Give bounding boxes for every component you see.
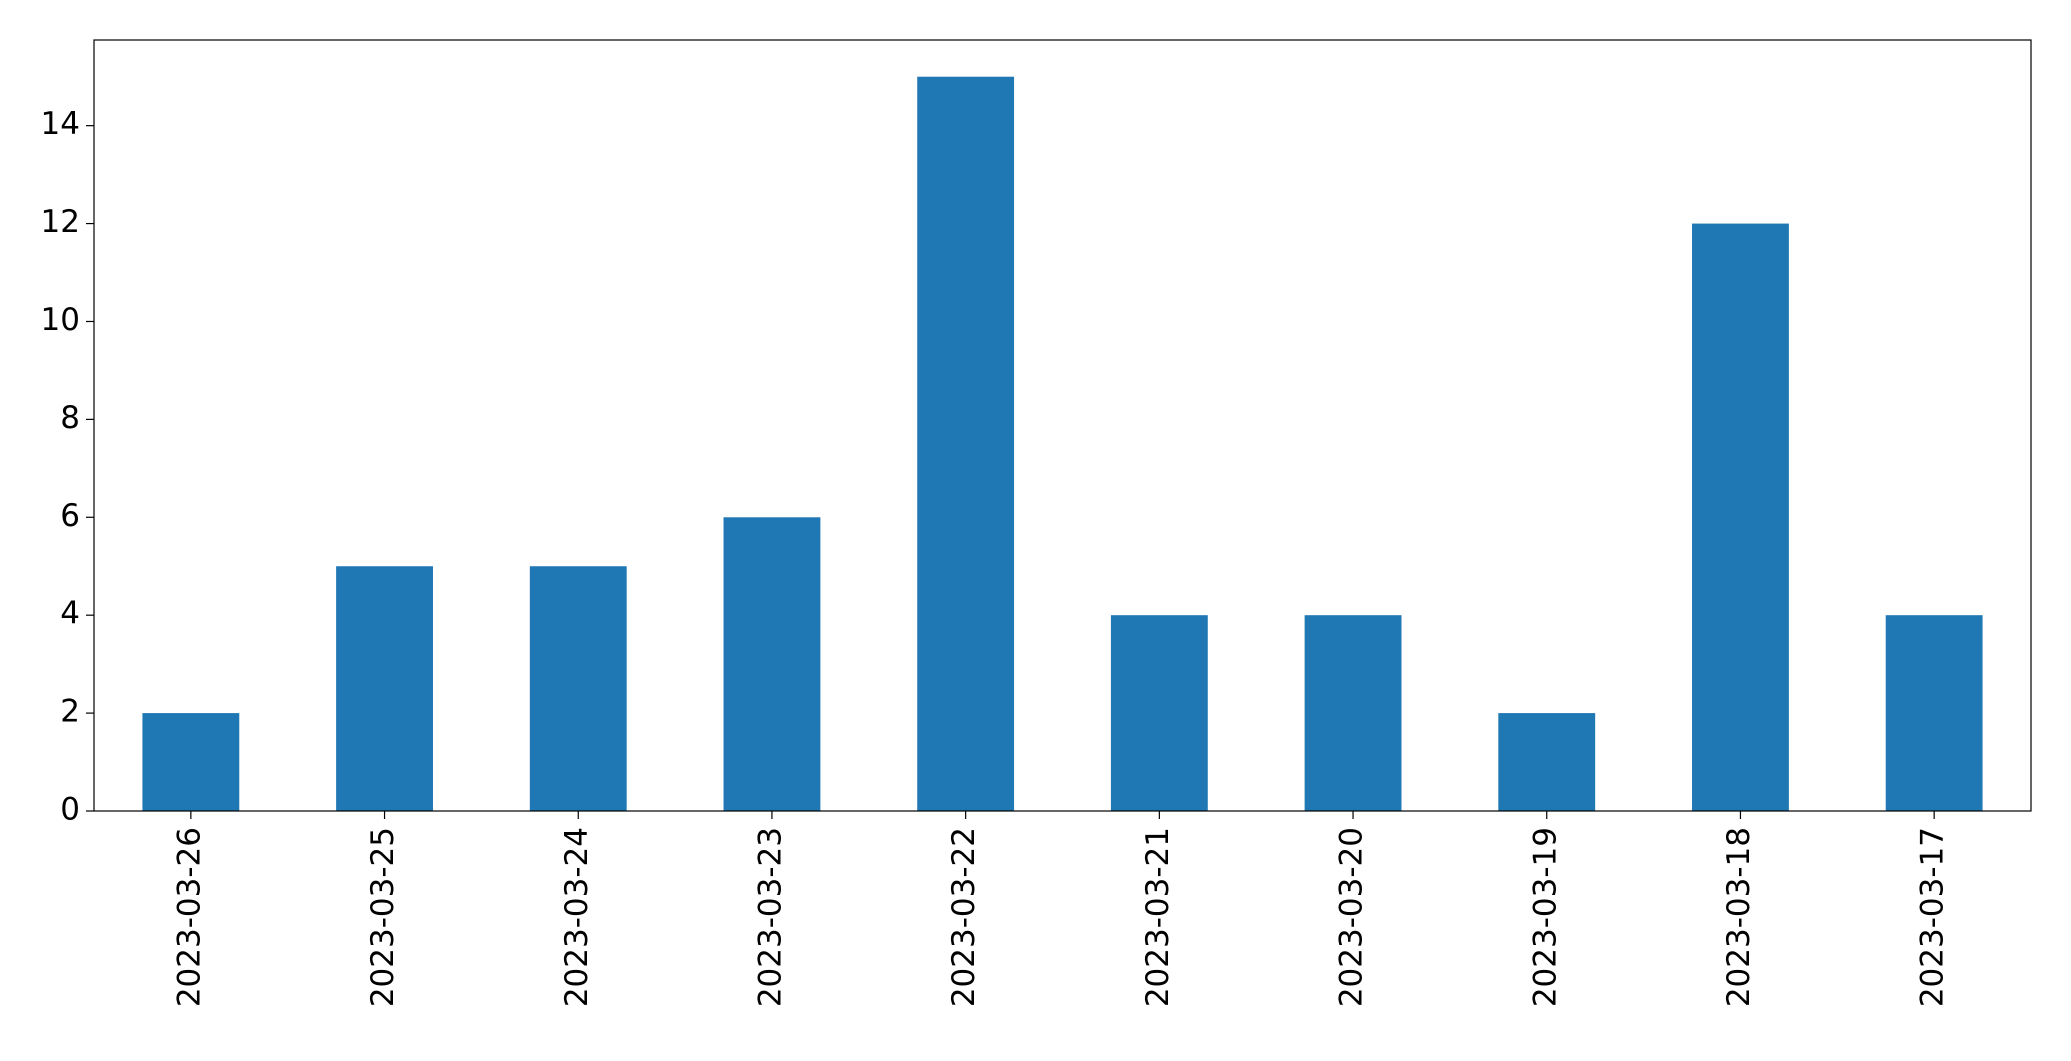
bar	[529, 566, 627, 811]
x-tick-label: 2023-03-19	[1527, 827, 1563, 1007]
y-tick-label: 12	[41, 204, 80, 240]
plot-frame	[93, 39, 2032, 812]
bar	[336, 566, 433, 811]
x-tick-label: 2023-03-21	[1140, 827, 1176, 1007]
x-tick-label: 2023-03-25	[365, 827, 401, 1007]
y-tick-label: 10	[41, 302, 80, 338]
x-tick-label: 2023-03-23	[752, 827, 788, 1007]
x-tick-label: 2023-03-22	[946, 827, 982, 1007]
y-tick-label: 2	[60, 694, 80, 730]
y-tick-label: 0	[60, 792, 80, 828]
bar	[1498, 713, 1596, 811]
y-tick-label: 6	[60, 498, 80, 534]
y-tick-label: 4	[60, 596, 80, 632]
x-tick-label: 2023-03-26	[171, 827, 207, 1007]
x-tick-label: 2023-03-20	[1334, 827, 1370, 1007]
bar	[917, 76, 1015, 811]
x-tick-label: 2023-03-24	[559, 827, 595, 1007]
bar	[1885, 615, 1983, 811]
bar	[1304, 615, 1402, 811]
x-tick-label: 2023-03-17	[1915, 827, 1951, 1007]
bar	[142, 713, 240, 811]
x-tick-label: 2023-03-18	[1721, 827, 1757, 1007]
y-tick-label: 14	[41, 106, 80, 142]
y-tick-label: 8	[60, 400, 80, 436]
bar	[1692, 223, 1789, 812]
bar	[1110, 615, 1208, 811]
bar	[723, 517, 821, 811]
